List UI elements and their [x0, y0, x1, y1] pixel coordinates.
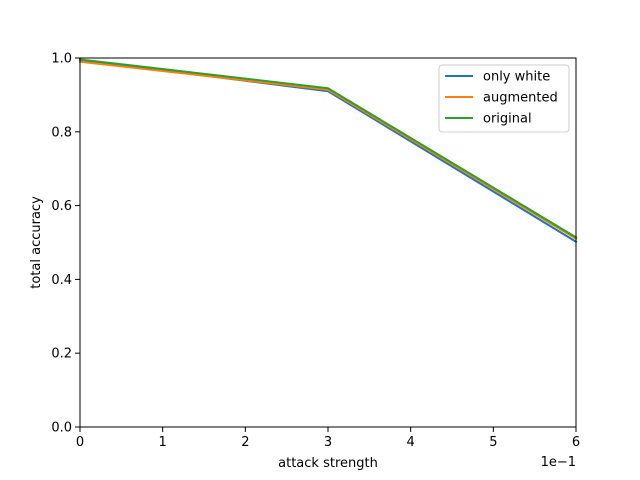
y-axis-label: total accuracy: [29, 196, 44, 289]
x-tick-label: 3: [324, 435, 332, 450]
y-tick-label: 1.0: [51, 52, 72, 67]
legend-label-2: original: [483, 112, 532, 127]
x-tick-label: 6: [572, 435, 580, 450]
x-tick-label: 4: [407, 435, 415, 450]
y-tick-label: 0.4: [51, 273, 72, 288]
x-tick-label: 2: [241, 435, 249, 450]
x-axis-label: attack strength: [278, 456, 378, 471]
y-axis-ticks: 0.0 0.2 0.4 0.6 0.8 1.0: [51, 52, 80, 436]
legend-box: [438, 64, 570, 133]
series-line-1: [78, 60, 578, 241]
series-layer: [78, 58, 578, 244]
x-axis-ticks: 0 1 2 3 4 5 6: [76, 427, 580, 450]
x-tick-label: 0: [76, 435, 84, 450]
series-line-2: [78, 58, 578, 239]
y-tick-label: 0.0: [51, 421, 72, 436]
x-axis-offset-label: 1e−1: [541, 455, 576, 470]
x-tick-label: 1: [159, 435, 167, 450]
x-tick-label: 5: [489, 435, 497, 450]
y-tick-label: 0.8: [51, 125, 72, 140]
legend-label-1: augmented: [483, 91, 558, 106]
legend-label-0: only white: [483, 70, 550, 85]
y-tick-label: 0.2: [51, 347, 72, 362]
legend: only white augmented original: [438, 64, 570, 133]
y-tick-label: 0.6: [51, 199, 72, 214]
